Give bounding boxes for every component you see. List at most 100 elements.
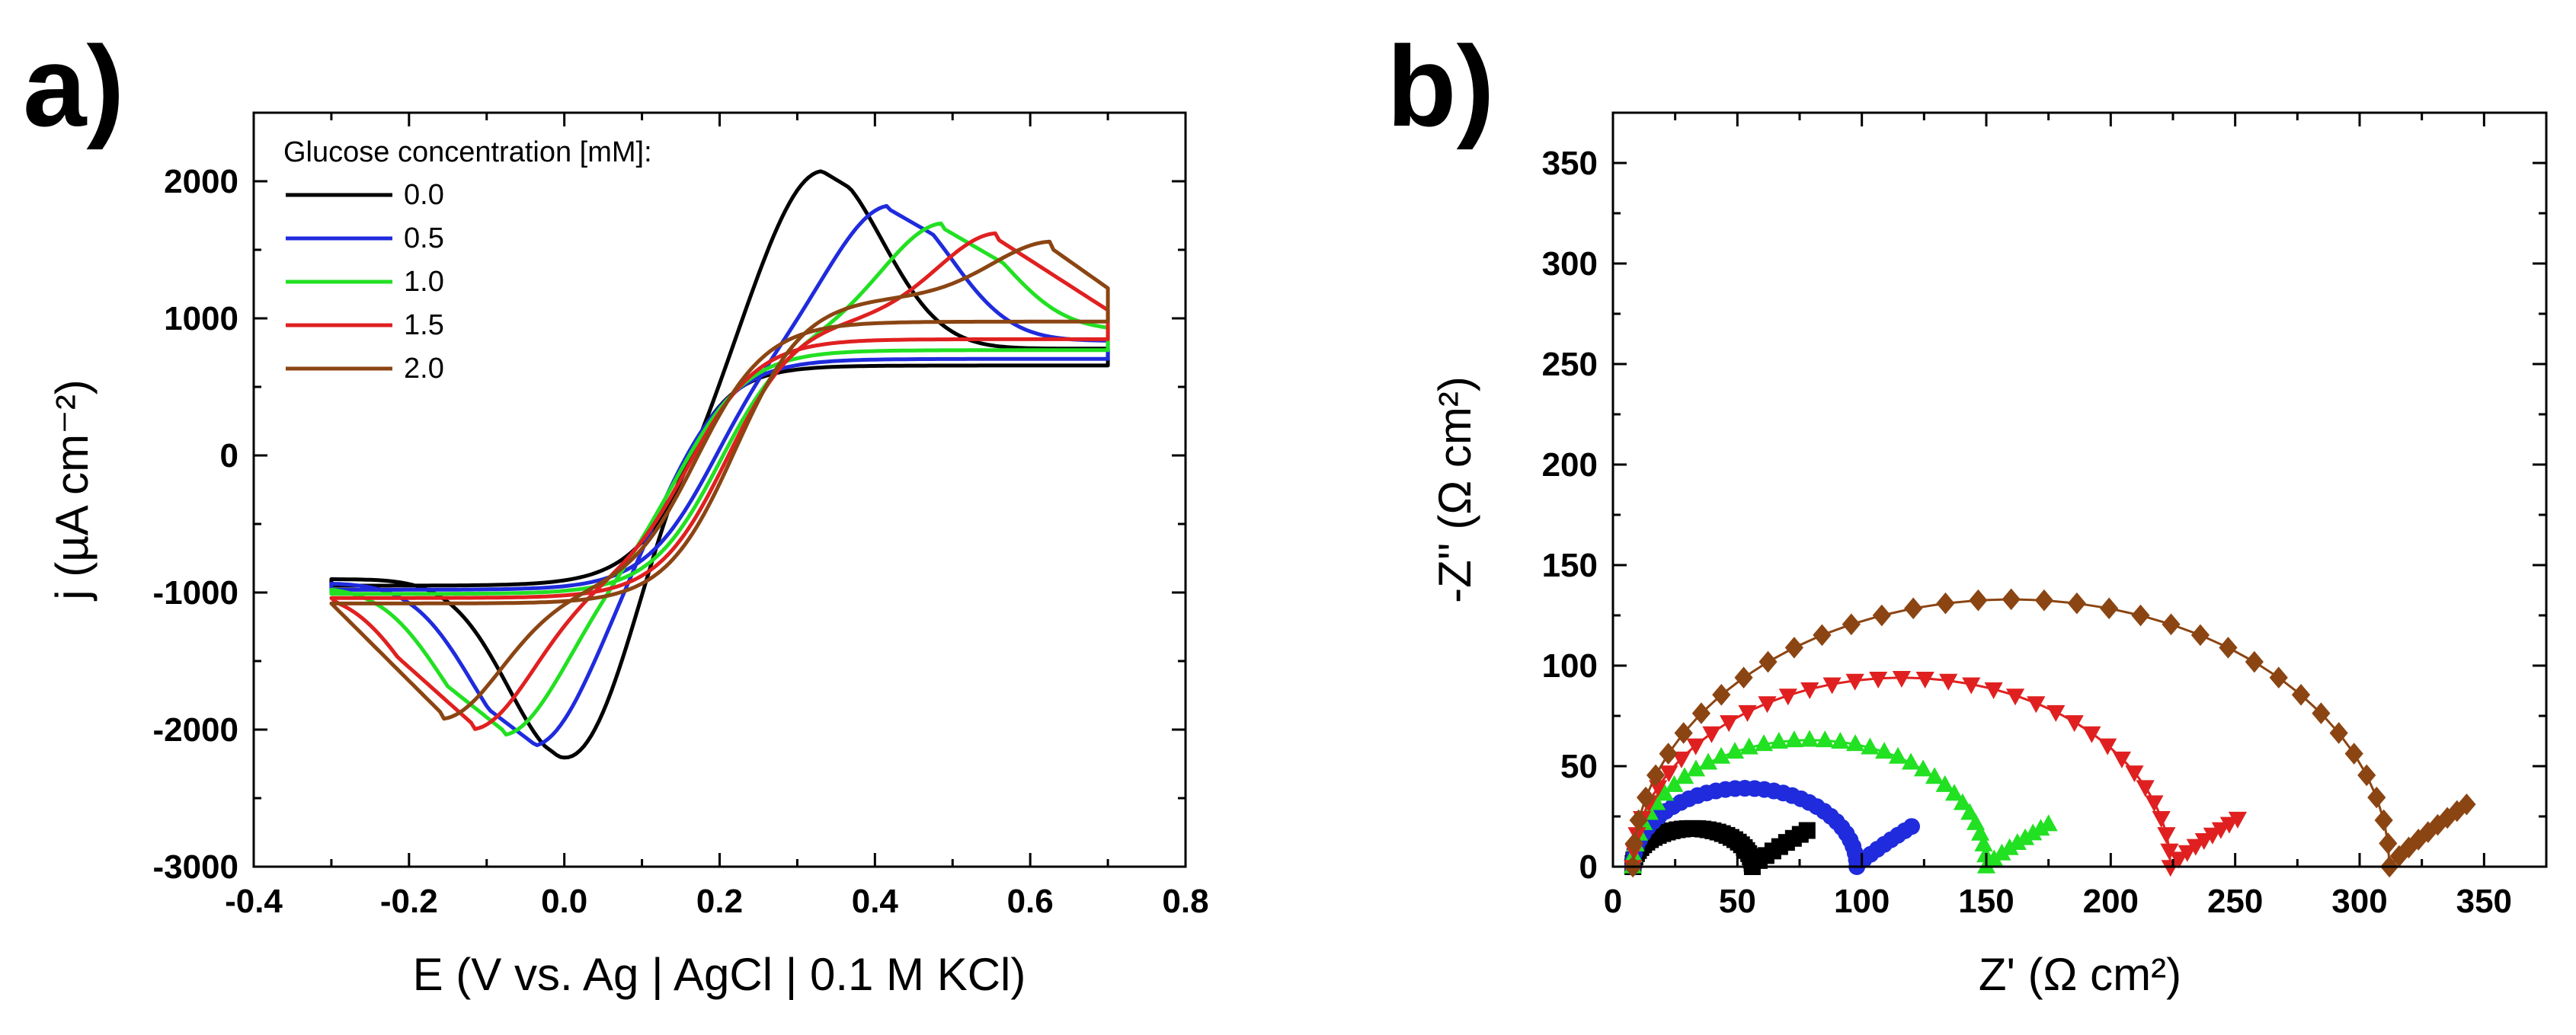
eis-marker (2031, 819, 2050, 836)
eis-marker (2112, 751, 2132, 768)
x-tick-label: 150 (1958, 883, 2014, 920)
eis-marker (2098, 738, 2117, 755)
eis-marker (1869, 671, 1888, 688)
panel-a-y-tick-labels: -3000 -2000 -1000 0 1000 2000 (152, 163, 238, 886)
eis-marker (1914, 759, 1933, 777)
eis-marker (2157, 827, 2176, 845)
eis-marker (2228, 811, 2248, 829)
eis-marker (2000, 838, 2019, 855)
eis-marker (1813, 624, 1832, 647)
eis-marker (1725, 742, 1745, 759)
eis-marker (2065, 715, 2084, 733)
legend-label: 2.0 (404, 353, 444, 385)
y-tick-label: 0 (220, 437, 238, 474)
panel-a-series-group (329, 169, 1110, 760)
eis-marker (1892, 671, 1912, 688)
eis-marker (2178, 845, 2197, 862)
x-tick-label: -0.4 (225, 883, 283, 920)
eis-marker (2005, 688, 2025, 706)
y-tick-label: -2000 (152, 711, 238, 749)
cv-series-1-0 (329, 221, 1110, 737)
eis-marker (2162, 613, 2181, 636)
eis-marker (2145, 795, 2164, 813)
cv-series-0-0 (329, 169, 1110, 760)
eis-marker (2131, 604, 2150, 627)
panel-b-ticks (1611, 111, 2548, 868)
eis-marker (1944, 784, 1964, 801)
eis-marker (1720, 715, 1739, 733)
eis-marker (1778, 688, 1797, 706)
legend-label: 0.0 (404, 179, 444, 211)
panel-b-x-axis-title: Z' (Ω cm²) (1979, 949, 2181, 1000)
panel-a-legend: Glucose concentration [mM]: 0.0 0.5 1.0 1.5… (283, 136, 652, 385)
x-tick-label: 350 (2456, 883, 2512, 920)
panel-a-y-axis-title: j (µA cm⁻²) (46, 379, 98, 602)
eis-marker (1702, 726, 1721, 743)
eis-marker (1655, 784, 1675, 801)
x-tick-label: 0.2 (696, 883, 743, 920)
eis-marker (1800, 730, 1819, 747)
eis-marker (1992, 843, 2011, 861)
eis-marker (1842, 613, 1861, 636)
eis-marker (1784, 637, 1803, 659)
eis-marker (2291, 684, 2311, 706)
y-tick-label: 350 (1542, 145, 1598, 182)
x-tick-label: 0.0 (541, 883, 587, 920)
x-tick-label: 100 (1834, 883, 1890, 920)
y-tick-label: 150 (1542, 547, 1598, 584)
eis-marker (2219, 637, 2238, 659)
eis-marker (1845, 673, 1864, 691)
eis-marker (1659, 743, 1678, 765)
eis-marker (1675, 767, 1694, 784)
eis-marker (1831, 732, 1850, 749)
eis-marker (1672, 751, 1691, 768)
eis-marker (2027, 696, 2046, 714)
y-tick-label: 50 (1560, 748, 1598, 785)
panel-b-label: b) (1387, 22, 1495, 150)
eis-marker (1754, 734, 1774, 752)
eis-marker (1915, 671, 1934, 688)
eis-marker (1769, 732, 1788, 749)
cv-series-2-0 (329, 239, 1110, 721)
eis-marker (1784, 730, 1803, 748)
eis-marker (1903, 818, 1920, 835)
x-tick-label: 250 (2207, 883, 2263, 920)
y-tick-label: -1000 (152, 574, 238, 612)
eis-marker (1936, 592, 1955, 615)
eis-marker (2015, 828, 2035, 845)
eis-marker (1739, 737, 1758, 755)
eis-marker (2344, 743, 2363, 765)
eis-marker (1686, 738, 1705, 755)
y-tick-label: 250 (1542, 346, 1598, 383)
eis-marker (2002, 588, 2021, 611)
x-tick-label: 300 (2331, 883, 2387, 920)
eis-marker (2367, 786, 2386, 809)
y-tick-label: 2000 (164, 163, 238, 200)
eis-marker (1624, 832, 1644, 855)
x-tick-label: 0 (1604, 883, 1622, 920)
eis-marker (1734, 666, 1753, 689)
eis-marker (2186, 839, 2205, 856)
x-tick-label: 0.8 (1162, 883, 1208, 920)
eis-marker (1686, 759, 1706, 777)
eis-marker (1627, 827, 1646, 845)
eis-marker (2169, 851, 2188, 869)
eis-marker (1962, 677, 1981, 695)
y-tick-label: 200 (1542, 446, 1598, 484)
panel-b-eis-chart: b) 0 50 100 150 200 250 300 350 0 50 100 150 200 250… (1387, 22, 2548, 1000)
eis-marker (1970, 823, 1990, 841)
eis-marker (2039, 814, 2058, 832)
eis-marker (2067, 592, 2086, 615)
eis-marker (1674, 722, 1693, 744)
cv-series-0-5 (329, 203, 1110, 747)
eis-marker (2125, 765, 2144, 783)
eis-marker (2269, 666, 2288, 689)
eis-marker (1649, 780, 1668, 797)
eis-marker (2160, 843, 2179, 861)
eis-marker (1969, 589, 1988, 612)
eis-marker (1665, 775, 1684, 792)
eis-marker (1901, 752, 1921, 770)
x-tick-label: 200 (2083, 883, 2139, 920)
eis-marker (2245, 650, 2264, 673)
